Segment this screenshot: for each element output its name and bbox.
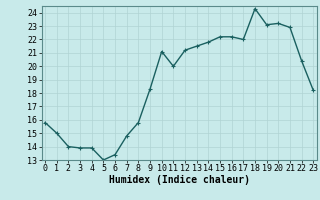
X-axis label: Humidex (Indice chaleur): Humidex (Indice chaleur) [109, 175, 250, 185]
